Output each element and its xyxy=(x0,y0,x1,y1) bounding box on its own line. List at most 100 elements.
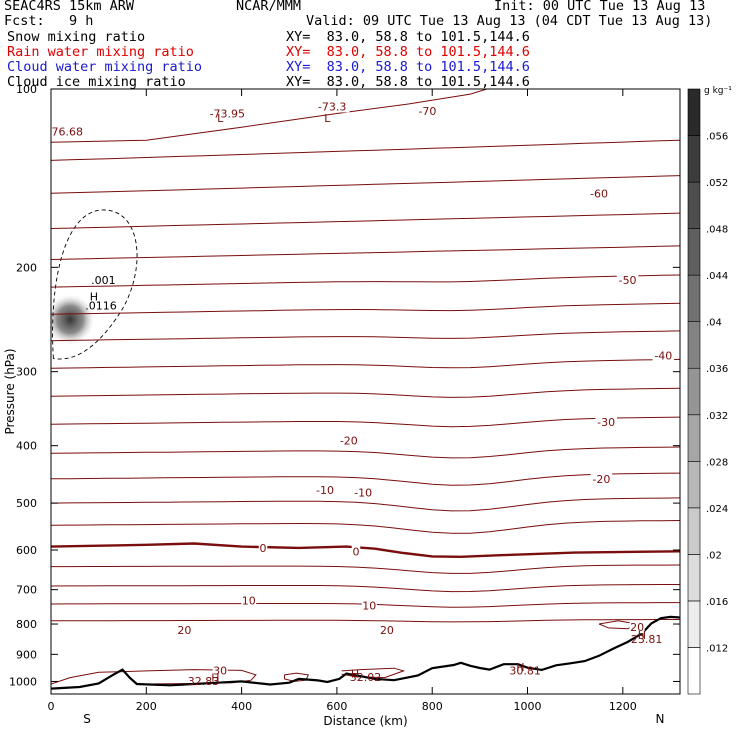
extrema-label: 32.83 xyxy=(188,675,220,688)
extrema-label: L xyxy=(217,112,224,125)
contour-label-bg xyxy=(241,594,257,607)
init-time: Init: 00 UTC Tue 13 Aug 13 xyxy=(494,0,706,14)
colorbar-cell xyxy=(687,367,701,416)
contour-label: -50 xyxy=(619,274,637,287)
contour-label-bg xyxy=(212,664,228,677)
south-endpoint-label: S xyxy=(83,712,91,726)
isotherm-line xyxy=(51,520,680,534)
isotherm-line xyxy=(51,139,680,161)
y-tick-label: 100 xyxy=(16,83,37,96)
contour-label: 20 xyxy=(630,621,644,634)
contour-label-bg xyxy=(51,125,86,138)
isotherm-line xyxy=(51,89,489,143)
contour-label-bg xyxy=(351,545,361,558)
forecast-hour: Fcst: 9 h xyxy=(4,13,94,29)
isotherm-line xyxy=(51,472,680,486)
warm-contour-loop xyxy=(341,667,406,679)
contour-label-bg xyxy=(379,623,395,636)
contour-label: 10 xyxy=(242,594,256,607)
contour-label: -73.3 xyxy=(318,100,346,113)
contour-label-bg xyxy=(616,273,639,286)
field-xy-cloud-water: XY= 83.0, 58.8 to 101.5,144.6 xyxy=(286,59,530,75)
contour-label: -10 xyxy=(354,487,372,500)
colorbar-label: .02 xyxy=(706,550,722,561)
y-tick-label: 400 xyxy=(16,440,37,453)
contour-label: -20 xyxy=(592,473,610,486)
colorbar-label: .044 xyxy=(706,271,728,282)
colorbar-cell xyxy=(687,600,701,648)
contour-label: 30 xyxy=(213,664,227,677)
contour-label-bg xyxy=(595,416,617,429)
x-tick-label: 1000 xyxy=(514,700,542,713)
colorbar-cell xyxy=(687,228,701,276)
contour-label: -40 xyxy=(654,350,672,363)
contour-label: -76.68 xyxy=(48,126,83,139)
contour-label: -70 xyxy=(418,105,436,118)
contour-label: -60 xyxy=(590,187,608,200)
contour-label-bg xyxy=(176,623,192,636)
extrema-label: L xyxy=(324,112,331,125)
contour-label-bg xyxy=(629,621,645,634)
isotherm-line xyxy=(51,212,680,229)
cloud-ice-shading xyxy=(51,294,95,345)
colorbar-label: .048 xyxy=(706,225,728,236)
contour-label-bg xyxy=(416,105,439,118)
isotherm-line xyxy=(51,175,680,194)
colorbar-cell xyxy=(687,647,701,695)
contour-label-bg xyxy=(314,100,350,113)
isotherm-line xyxy=(51,274,680,288)
north-endpoint-label: N xyxy=(656,712,665,726)
colorbar-cell xyxy=(687,274,701,322)
colorbar-cell xyxy=(687,135,701,183)
contour-label-bg xyxy=(206,107,248,120)
contour-label-bg xyxy=(338,434,360,447)
colorbar-label: .04 xyxy=(706,318,722,329)
y-tick-label: 600 xyxy=(16,544,37,557)
y-tick-label: 1000 xyxy=(9,675,37,688)
isotherm-line xyxy=(51,302,680,315)
contour-label-bg xyxy=(258,541,268,554)
field-label-cloud-ice: Cloud ice mixing ratio xyxy=(7,74,186,90)
colorbar-unit: g kg⁻¹ xyxy=(704,86,732,96)
field-label-snow: Snow mixing ratio xyxy=(7,29,146,45)
contour-label-bg xyxy=(652,349,675,362)
y-tick-label: 800 xyxy=(16,618,37,631)
x-axis-title: Distance (km) xyxy=(323,714,407,728)
valid-time: Valid: 09 UTC Tue 13 Aug 13 (04 CDT Tue … xyxy=(306,13,713,29)
zero-isotherm xyxy=(51,542,680,559)
contour-label-bg xyxy=(314,483,336,496)
x-tick-label: 0 xyxy=(48,700,55,713)
contour-label: -30 xyxy=(597,416,615,429)
extrema-label: .001 xyxy=(91,274,116,287)
contour-label: 10 xyxy=(362,599,376,612)
isotherm-line xyxy=(51,619,680,623)
y-axis-title: Pressure (hPa) xyxy=(3,348,17,434)
isotherm-line xyxy=(51,497,680,512)
colorbar-cell xyxy=(687,554,701,602)
field-label-cloud-water: Cloud water mixing ratio xyxy=(7,59,203,75)
y-tick-label: 900 xyxy=(16,648,37,661)
y-tick-label: 500 xyxy=(16,497,37,510)
contour-label-bg xyxy=(588,187,610,200)
x-tick-label: 200 xyxy=(136,700,157,713)
contour-label: 0 xyxy=(352,545,359,558)
extrema-label: 30.81 xyxy=(509,664,541,677)
extrema-label: 23.81 xyxy=(631,633,663,646)
y-tick-label: 300 xyxy=(16,366,37,379)
colorbar-label: .056 xyxy=(706,132,728,143)
x-tick-label: 800 xyxy=(422,700,443,713)
isotherm-line xyxy=(51,564,680,574)
contour-label: 0 xyxy=(260,542,267,555)
extrema-label: .0116 xyxy=(85,300,117,313)
colorbar-label: .012 xyxy=(706,643,728,654)
contour-label: 20 xyxy=(380,624,394,637)
extrema-label: H xyxy=(90,291,98,304)
colorbar-label: .052 xyxy=(706,178,728,189)
contour-label: -73.95 xyxy=(210,108,245,121)
y-tick-label: 200 xyxy=(16,261,37,274)
isotherm-line xyxy=(51,416,680,428)
isotherm-line xyxy=(51,446,680,459)
colorbar-label: .032 xyxy=(706,411,728,422)
isotherm-line xyxy=(51,330,680,342)
